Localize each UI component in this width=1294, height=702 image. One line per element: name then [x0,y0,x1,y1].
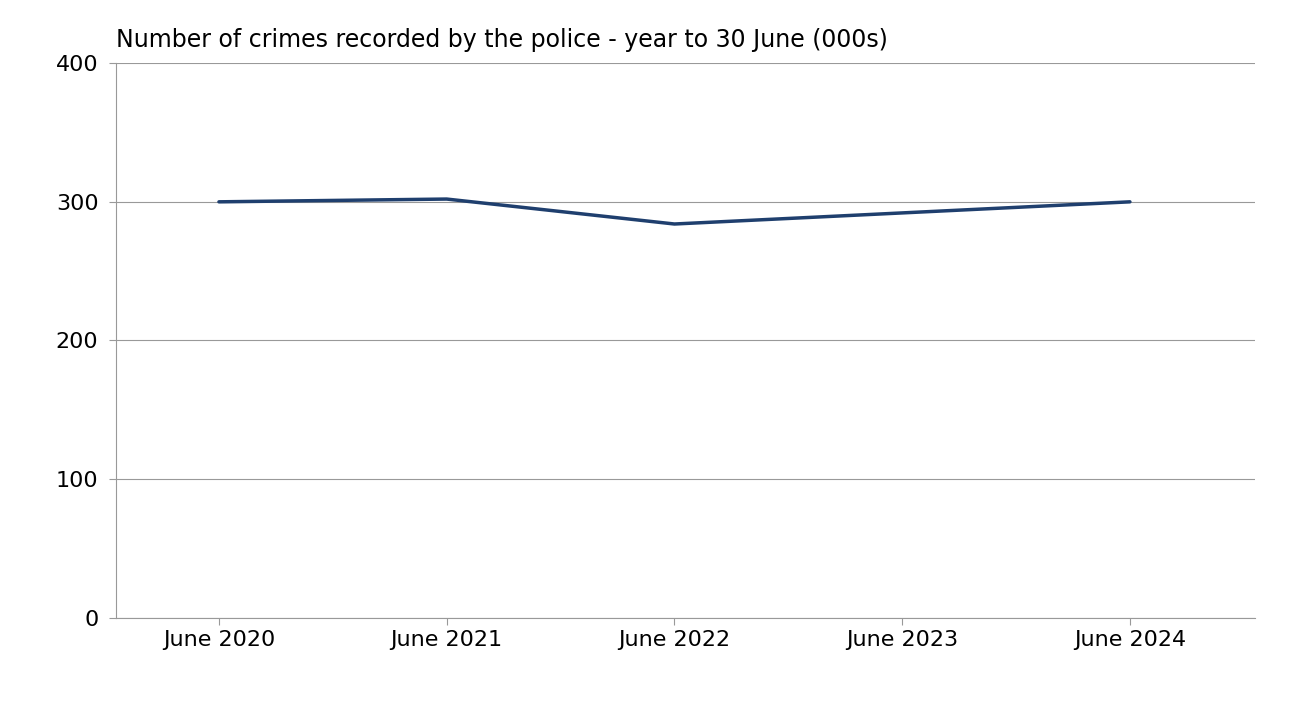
Text: Number of crimes recorded by the police - year to 30 June (000s): Number of crimes recorded by the police … [116,27,889,51]
